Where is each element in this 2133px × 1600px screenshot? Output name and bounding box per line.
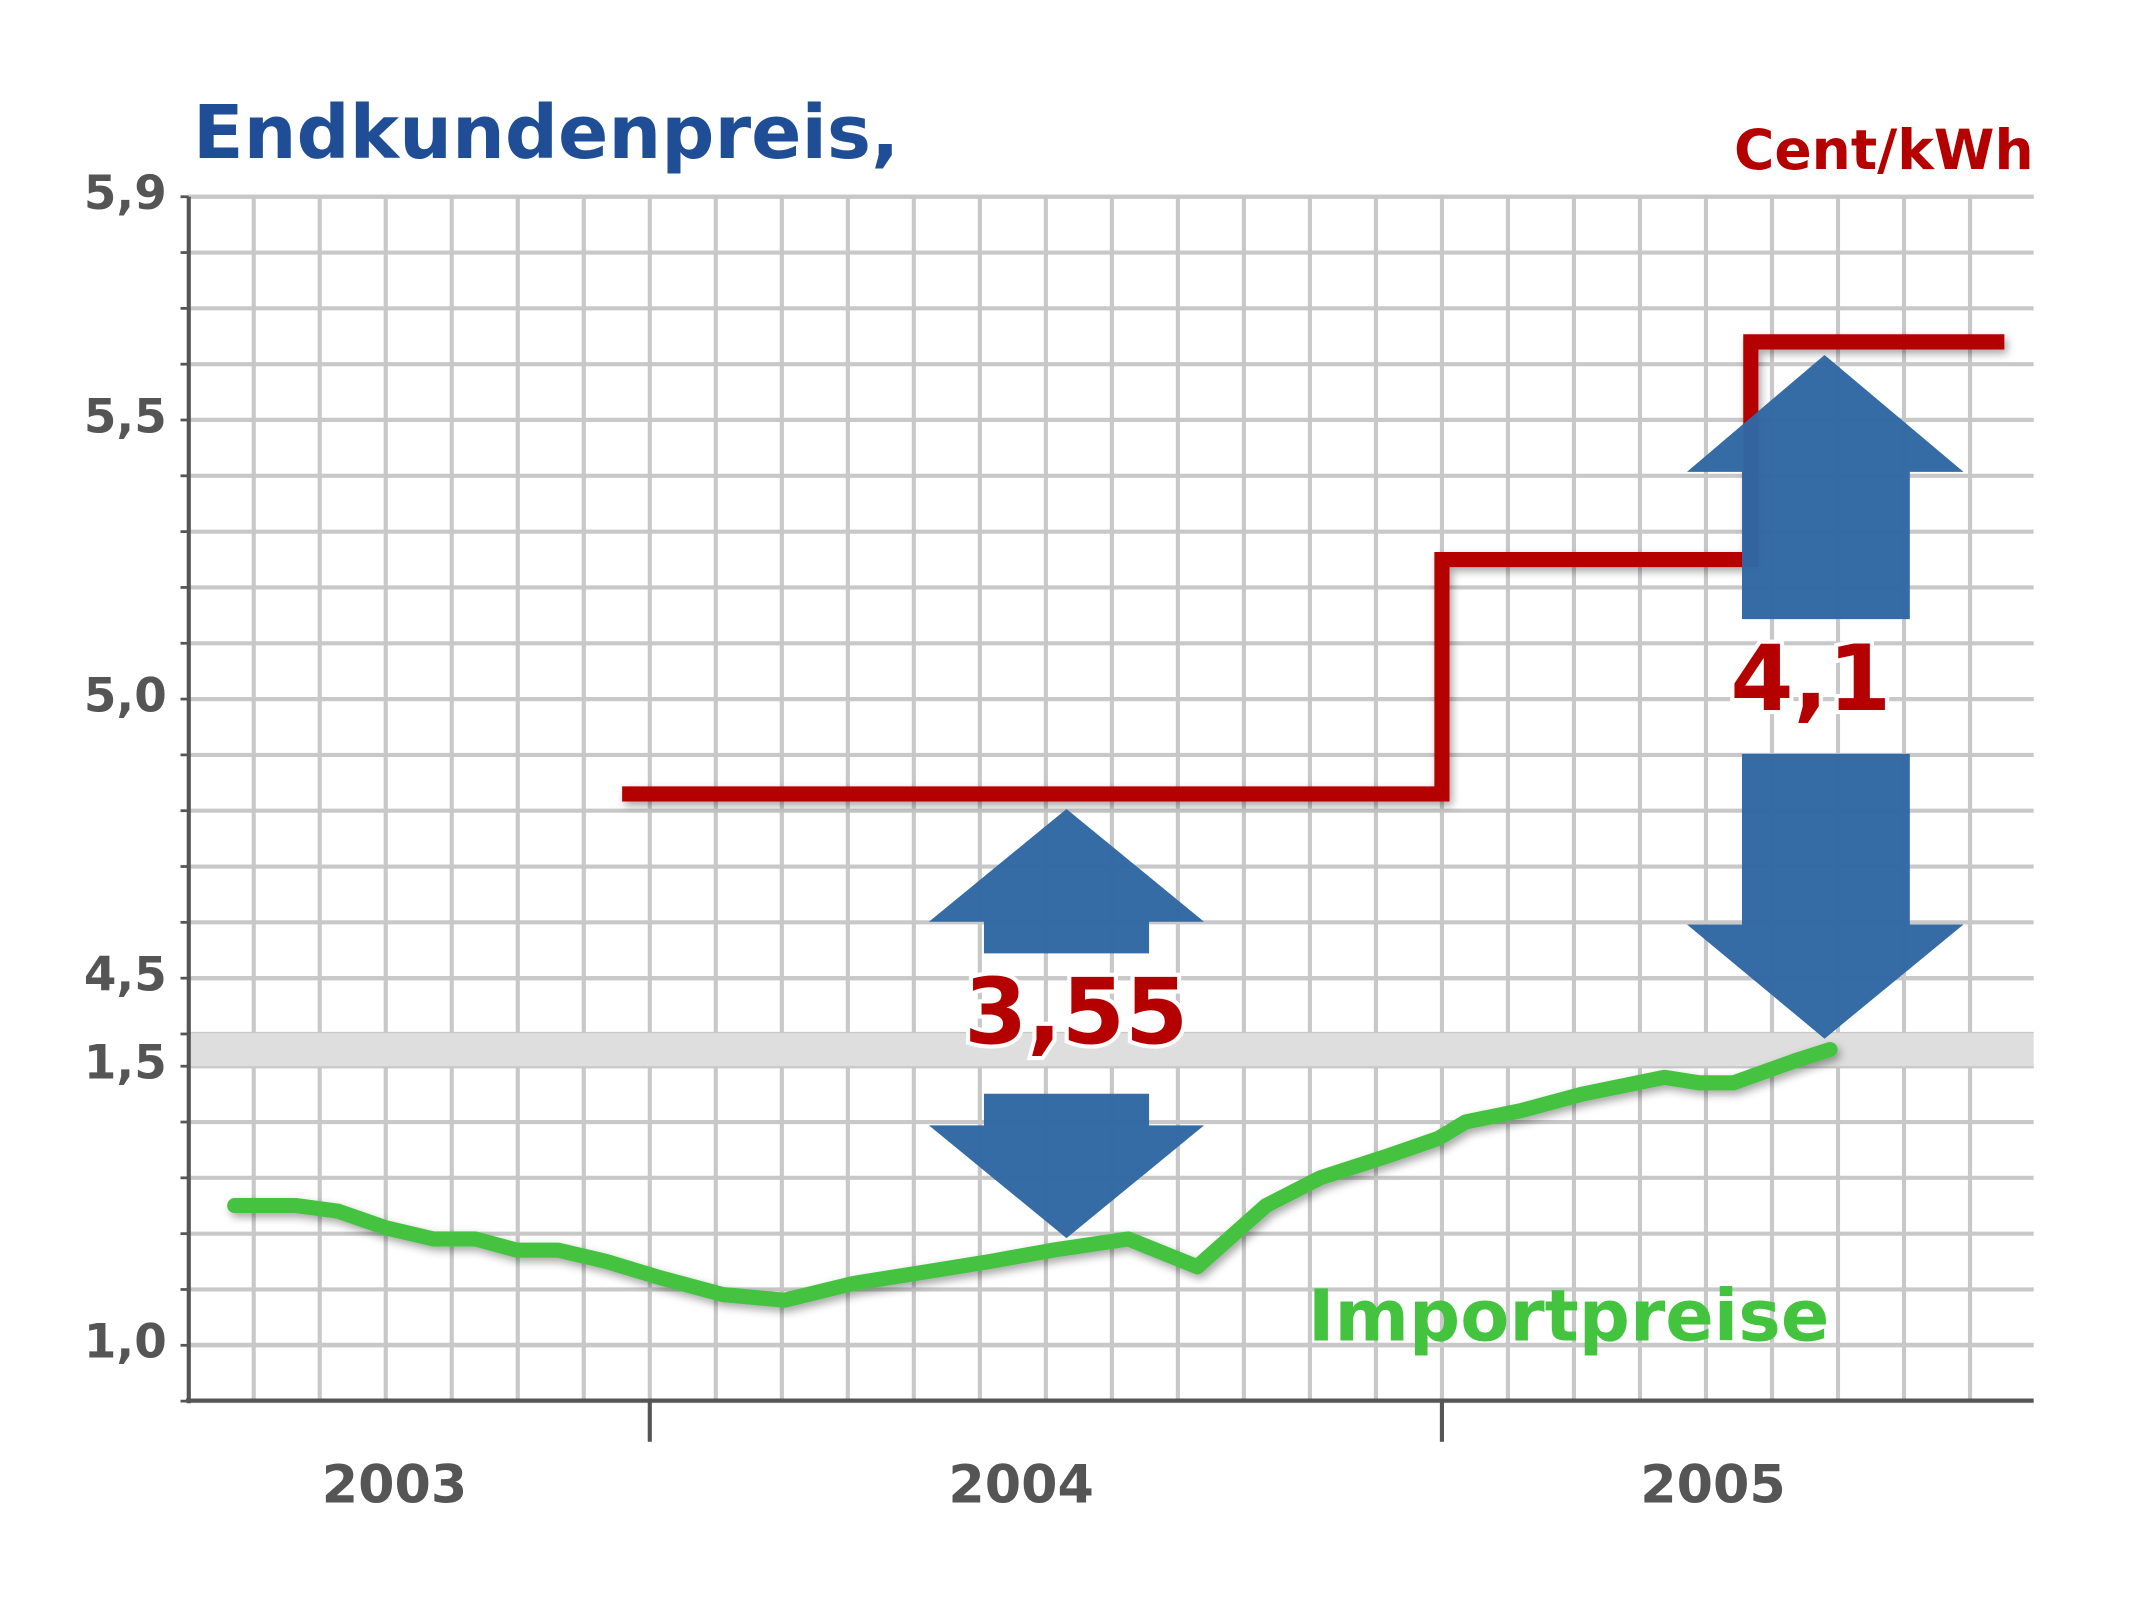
- y-tick-label: 5,9: [84, 167, 167, 221]
- axis-break-band: [188, 1033, 2034, 1067]
- unit-label: Cent/kWh: [1734, 118, 2034, 182]
- series-line: [622, 334, 2005, 802]
- series-label: Importpreise: [1308, 1274, 1829, 1357]
- y-tick-label: 5,0: [84, 670, 167, 724]
- y-tick-label: 1,5: [84, 1037, 167, 1091]
- arrow-down: [928, 1093, 1205, 1239]
- y-tick-label: 5,5: [84, 390, 167, 444]
- arrow-down: [1686, 753, 1964, 1039]
- x-tick-label: 2005: [1640, 1455, 1785, 1516]
- series-line: [227, 1041, 1838, 1308]
- annotation: 4,1: [1730, 627, 1891, 732]
- y-tick-label: 1,0: [84, 1315, 167, 1369]
- x-tick-label: 2003: [322, 1455, 467, 1516]
- arrows: [928, 354, 1964, 1239]
- arrow-up: [928, 808, 1205, 954]
- chart-title: Endkundenpreis,: [193, 89, 899, 176]
- y-tick-label: 4,5: [84, 949, 167, 1003]
- x-tick-label: 2004: [948, 1455, 1093, 1516]
- arrow-up: [1686, 354, 1964, 620]
- annotation: 3,55: [964, 960, 1188, 1065]
